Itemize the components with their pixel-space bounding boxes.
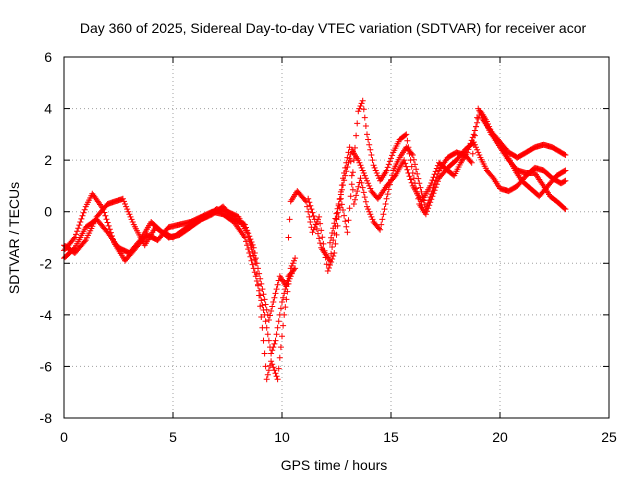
x-axis-ticks: 0 5 10 15 20 25 — [60, 57, 617, 445]
plot-frame — [63, 56, 610, 419]
series-markers — [327, 108, 569, 246]
chart-title: Day 360 of 2025, Sidereal Day-to-day VTE… — [80, 20, 587, 36]
y-tick-label: 0 — [44, 204, 52, 220]
x-axis-label: GPS time / hours — [281, 457, 388, 473]
series-track-6 — [327, 108, 569, 246]
data-marks — [61, 97, 569, 383]
y-axis-ticks: -8 -6 -4 -2 0 2 4 6 — [40, 49, 609, 426]
series-track-7 — [479, 115, 569, 161]
y-tick-label: -8 — [40, 410, 53, 426]
y-tick-label: -4 — [40, 307, 53, 323]
y-tick-label: 6 — [44, 49, 52, 65]
y-axis-label: SDTVAR / TECUs — [6, 182, 22, 294]
y-tick-label: 4 — [44, 101, 52, 117]
y-tick-label: -6 — [40, 358, 53, 374]
x-tick-label: 10 — [274, 429, 290, 445]
series-markers — [479, 115, 569, 161]
x-tick-label: 25 — [601, 429, 617, 445]
y-tick-label: 2 — [44, 152, 52, 168]
x-tick-label: 0 — [60, 429, 68, 445]
x-tick-label: 5 — [169, 429, 177, 445]
x-tick-label: 15 — [383, 429, 399, 445]
y-tick-label: -2 — [40, 255, 53, 271]
x-tick-label: 20 — [492, 429, 508, 445]
